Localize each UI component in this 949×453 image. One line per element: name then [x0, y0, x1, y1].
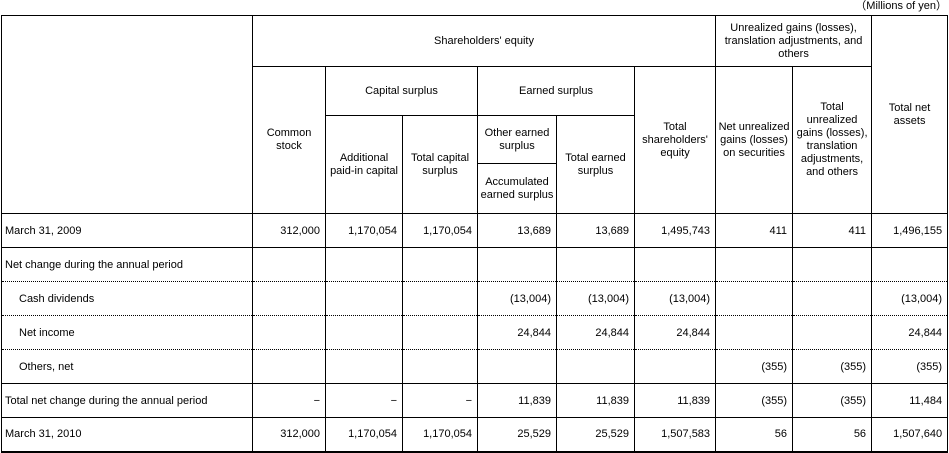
value-cell: (355): [871, 349, 949, 384]
value-cell: 1,170,054: [402, 213, 478, 248]
value-cell: (13,004): [634, 281, 717, 316]
value-cell: 11,839: [477, 383, 557, 418]
row-label: Cash dividends: [1, 281, 253, 316]
header-total-earned-surplus: Total earned surplus: [556, 115, 635, 214]
unit-label: （Millions of yen）: [855, 0, 947, 12]
header-total-net-assets: Total net assets: [871, 15, 949, 214]
value-cell: [325, 281, 403, 316]
value-cell: [634, 247, 717, 282]
value-cell: [477, 247, 557, 282]
value-cell: [792, 315, 873, 350]
header-unrealized-group: Unrealized gains (losses), translation a…: [715, 15, 873, 67]
header-common-stock: Common stock: [252, 66, 326, 214]
value-cell: 1,496,155: [871, 213, 949, 248]
value-cell: [715, 315, 794, 350]
row-label: Net change during the annual period: [1, 247, 253, 282]
header-total-unrealized-gains: Total unrealized gains (losses), transla…: [792, 66, 873, 214]
row-label: March 31, 2010: [1, 417, 253, 452]
value-cell: [252, 247, 326, 282]
value-cell: [556, 247, 635, 282]
value-cell: 24,844: [556, 315, 635, 350]
value-cell: 1,170,054: [325, 417, 403, 452]
value-cell: [252, 315, 326, 350]
value-cell: [871, 247, 949, 282]
value-cell: 13,689: [477, 213, 557, 248]
value-cell: [402, 247, 478, 282]
value-cell: 312,000: [252, 213, 326, 248]
value-cell: (355): [715, 349, 794, 384]
value-cell: (13,004): [871, 281, 949, 316]
row-label: March 31, 2009: [1, 213, 253, 248]
row-label: Others, net: [1, 349, 253, 384]
value-cell: (355): [715, 383, 794, 418]
value-cell: [556, 349, 635, 384]
table-row: Total net change during the annual perio…: [1, 383, 949, 418]
table-row: Others, net (355) (355) (355): [1, 349, 949, 384]
value-cell: [325, 315, 403, 350]
value-cell: 1,170,054: [325, 213, 403, 248]
header-other-earned-surplus: Other earned surplus: [477, 115, 557, 164]
net-assets-table: Shareholders' equity Unrealized gains (l…: [1, 15, 949, 453]
table-header: Shareholders' equity Unrealized gains (l…: [1, 15, 949, 214]
header-net-unrealized-gains-on-securities: Net unrealized gains (losses) on securit…: [715, 66, 794, 214]
value-cell: 24,844: [477, 315, 557, 350]
value-cell: −: [402, 383, 478, 418]
value-cell: [792, 281, 873, 316]
value-cell: 11,839: [634, 383, 717, 418]
value-cell: 411: [715, 213, 794, 248]
value-cell: (13,004): [477, 281, 557, 316]
table-row: March 31, 2010 312,000 1,170,054 1,170,054 2…: [1, 417, 949, 452]
value-cell: [402, 281, 478, 316]
value-cell: 24,844: [871, 315, 949, 350]
value-cell: 24,844: [634, 315, 717, 350]
header-total-shareholders-equity: Total shareholders' equity: [634, 66, 717, 214]
table-row: Net income 24,844 24,844 24,844 24,844: [1, 315, 949, 350]
value-cell: [325, 247, 403, 282]
value-cell: [402, 349, 478, 384]
header-corner-cell: [1, 15, 253, 214]
value-cell: −: [252, 383, 326, 418]
table-row: Cash dividends (13,004) (13,004) (13,004) (1…: [1, 281, 949, 316]
value-cell: 56: [715, 417, 794, 452]
header-capital-surplus-group: Capital surplus: [325, 66, 478, 116]
value-cell: −: [325, 383, 403, 418]
table-row: Net change during the annual period: [1, 247, 949, 282]
value-cell: [252, 281, 326, 316]
value-cell: 11,484: [871, 383, 949, 418]
row-label: Net income: [1, 315, 253, 350]
value-cell: 25,529: [556, 417, 635, 452]
header-shareholders-equity-group: Shareholders' equity: [252, 15, 717, 67]
value-cell: [477, 349, 557, 384]
value-cell: (13,004): [556, 281, 635, 316]
value-cell: 13,689: [556, 213, 635, 248]
value-cell: (355): [792, 349, 873, 384]
header-accumulated-earned-surplus: Accumulated earned surplus: [477, 163, 557, 214]
header-additional-paid-in-capital: Additional paid-in capital: [325, 115, 403, 214]
value-cell: [634, 349, 717, 384]
table-body: March 31, 2009 312,000 1,170,054 1,170,054 1…: [1, 213, 949, 452]
value-cell: 25,529: [477, 417, 557, 452]
row-label: Total net change during the annual perio…: [1, 383, 253, 418]
value-cell: 1,507,583: [634, 417, 717, 452]
header-earned-surplus-group: Earned surplus: [477, 66, 635, 116]
value-cell: 411: [792, 213, 873, 248]
value-cell: [325, 349, 403, 384]
value-cell: [252, 349, 326, 384]
table-row: March 31, 2009 312,000 1,170,054 1,170,054 1…: [1, 213, 949, 248]
value-cell: 1,495,743: [634, 213, 717, 248]
value-cell: [402, 315, 478, 350]
value-cell: 56: [792, 417, 873, 452]
header-total-capital-surplus: Total capital surplus: [402, 115, 478, 214]
value-cell: 11,839: [556, 383, 635, 418]
value-cell: [792, 247, 873, 282]
value-cell: (355): [792, 383, 873, 418]
value-cell: [715, 247, 794, 282]
value-cell: 312,000: [252, 417, 326, 452]
value-cell: 1,507,640: [871, 417, 949, 452]
value-cell: [715, 281, 794, 316]
value-cell: 1,170,054: [402, 417, 478, 452]
